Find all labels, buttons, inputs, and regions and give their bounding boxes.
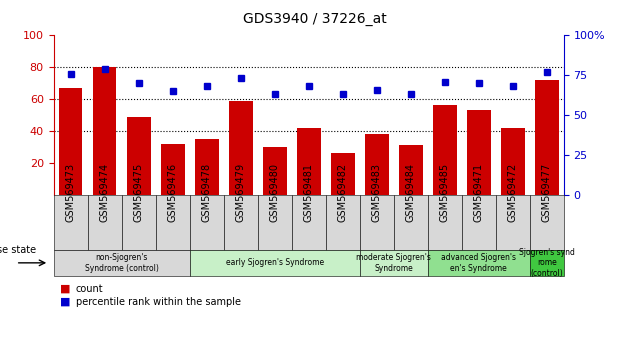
Text: GSM569473: GSM569473 [66, 163, 76, 222]
Text: percentile rank within the sample: percentile rank within the sample [76, 297, 241, 307]
Text: GSM569474: GSM569474 [100, 163, 110, 222]
Text: GSM569471: GSM569471 [474, 163, 484, 222]
Text: disease state: disease state [0, 245, 36, 255]
Text: GSM569485: GSM569485 [440, 163, 450, 222]
Text: GSM569472: GSM569472 [508, 163, 518, 222]
Bar [399, 145, 423, 195]
Text: ■: ■ [60, 284, 71, 293]
Text: count: count [76, 284, 103, 293]
Text: GSM569481: GSM569481 [304, 163, 314, 222]
Text: GSM569477: GSM569477 [542, 163, 552, 222]
Bar [365, 134, 389, 195]
Bar [535, 80, 559, 195]
Text: GSM569475: GSM569475 [134, 163, 144, 222]
Text: Sjogren's synd
rome
(control): Sjogren's synd rome (control) [519, 248, 575, 278]
Bar [263, 147, 287, 195]
Bar [501, 128, 525, 195]
Text: early Sjogren's Syndrome: early Sjogren's Syndrome [226, 258, 324, 267]
Text: ■: ■ [60, 297, 71, 307]
Text: GDS3940 / 37226_at: GDS3940 / 37226_at [243, 12, 387, 27]
Bar [467, 110, 491, 195]
Bar [127, 116, 151, 195]
Text: GSM569483: GSM569483 [372, 163, 382, 222]
Bar [331, 153, 355, 195]
Bar [297, 128, 321, 195]
Bar [195, 139, 219, 195]
Text: advanced Sjogren's
en's Syndrome: advanced Sjogren's en's Syndrome [441, 253, 517, 273]
Bar [161, 144, 185, 195]
Text: GSM569484: GSM569484 [406, 163, 416, 222]
Text: GSM569482: GSM569482 [338, 163, 348, 222]
Bar [59, 88, 83, 195]
Text: GSM569479: GSM569479 [236, 163, 246, 222]
Text: moderate Sjogren's
Syndrome: moderate Sjogren's Syndrome [357, 253, 431, 273]
Bar [93, 67, 117, 195]
Bar [229, 101, 253, 195]
Text: non-Sjogren's
Syndrome (control): non-Sjogren's Syndrome (control) [84, 253, 159, 273]
Text: GSM569478: GSM569478 [202, 163, 212, 222]
Bar [433, 105, 457, 195]
Text: GSM569476: GSM569476 [168, 163, 178, 222]
Text: GSM569480: GSM569480 [270, 163, 280, 222]
